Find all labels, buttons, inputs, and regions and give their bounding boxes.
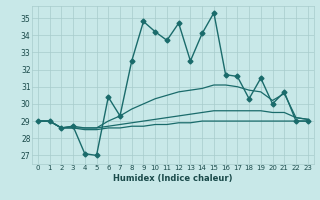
X-axis label: Humidex (Indice chaleur): Humidex (Indice chaleur) — [113, 174, 233, 183]
